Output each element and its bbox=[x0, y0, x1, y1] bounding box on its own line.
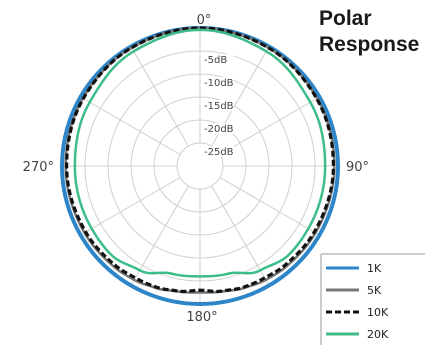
grid-spoke bbox=[130, 46, 189, 147]
ring-label-bg bbox=[202, 54, 234, 65]
angle-label-270: 270° bbox=[23, 160, 54, 175]
series-line-20k bbox=[73, 28, 327, 278]
chart-title: Polar Response bbox=[319, 6, 419, 58]
grid-spoke bbox=[80, 96, 181, 155]
ring-label-bg bbox=[202, 123, 234, 134]
ring-label: -10dB bbox=[204, 78, 234, 89]
ring-label-bg bbox=[202, 146, 234, 157]
angle-label-90: 90° bbox=[346, 160, 369, 175]
ring-label: -20dB bbox=[204, 124, 234, 135]
grid-spoke bbox=[219, 177, 320, 236]
ring-label: -5dB bbox=[204, 55, 227, 66]
angle-labels: 0° 90° 180° 270° bbox=[23, 13, 369, 325]
angle-label-180: 180° bbox=[186, 310, 217, 325]
grid-spoke bbox=[80, 177, 181, 236]
chart-title-line-1: Polar bbox=[319, 7, 372, 30]
chart-title-line-2: Response bbox=[319, 33, 420, 56]
ring-labels: -5dB -10dB -15dB -20dB -25dB bbox=[202, 54, 234, 158]
ring-label: -15dB bbox=[204, 101, 234, 112]
grid-spoke bbox=[219, 96, 320, 155]
series-line-10k bbox=[65, 26, 335, 294]
series-layer bbox=[60, 26, 340, 306]
legend: 1K 5K 10K 20K bbox=[320, 253, 425, 345]
grid-spoke bbox=[130, 185, 189, 286]
ring-label-bg bbox=[202, 77, 234, 88]
ring-label: -25dB bbox=[204, 147, 234, 158]
grid-spoke bbox=[211, 185, 270, 286]
legend-label-1k: 1K bbox=[367, 262, 382, 275]
ring-label-bg bbox=[202, 100, 234, 111]
angle-label-0: 0° bbox=[197, 13, 212, 28]
legend-label-10k: 10K bbox=[367, 306, 389, 319]
legend-label-20k: 20K bbox=[367, 328, 389, 341]
legend-label-5k: 5K bbox=[367, 284, 382, 297]
